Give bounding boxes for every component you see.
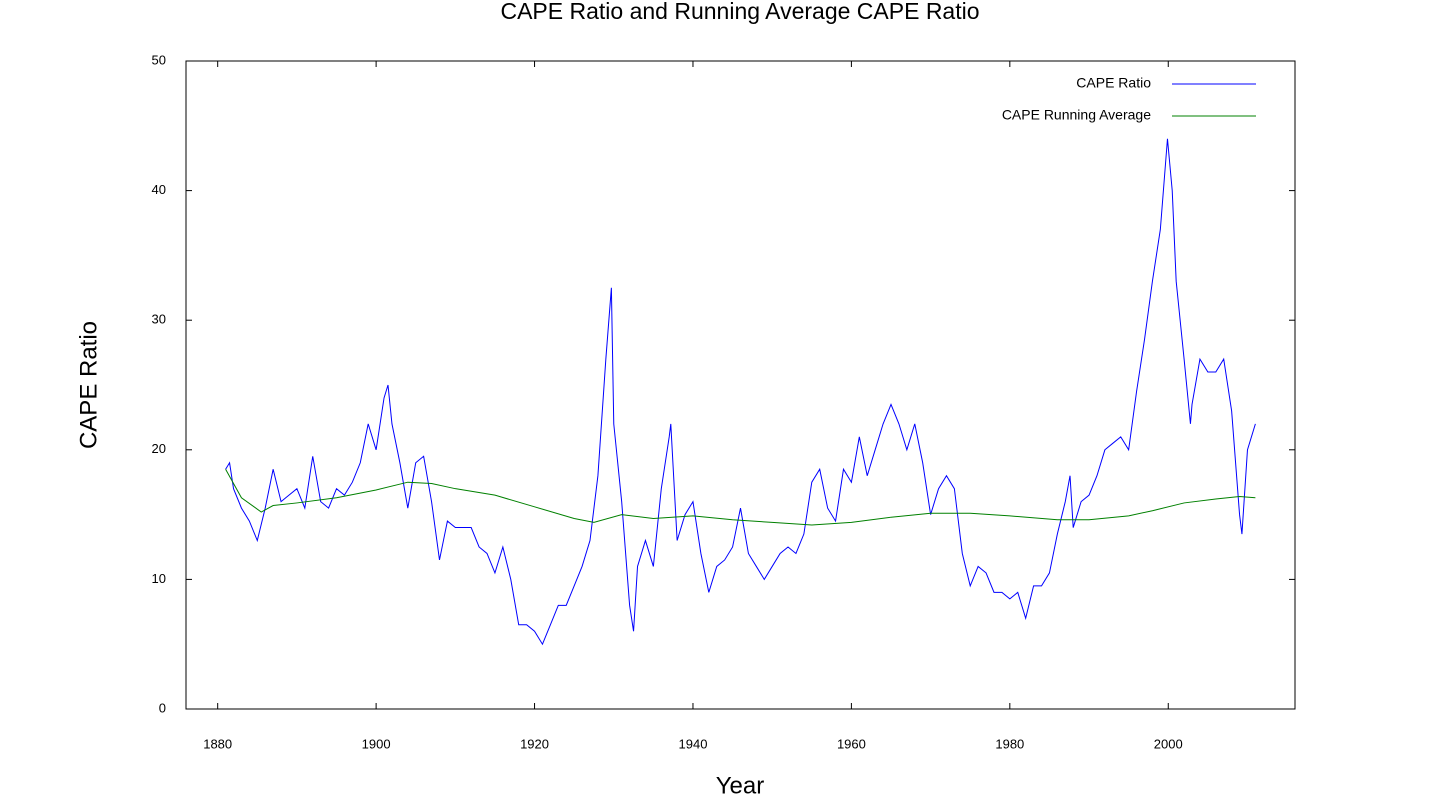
y-tick-label: 30 xyxy=(152,312,166,327)
x-tick-label: 1940 xyxy=(679,736,708,751)
chart-title: CAPE Ratio and Running Average CAPE Rati… xyxy=(500,0,979,24)
y-tick-label: 10 xyxy=(152,571,166,586)
plot-frame xyxy=(185,60,1296,710)
series-line xyxy=(225,468,1256,526)
y-tick-label: 50 xyxy=(152,52,166,67)
x-tick-label: 1920 xyxy=(520,736,549,751)
x-tick-label: 1980 xyxy=(995,736,1024,751)
legend-label: CAPE Ratio xyxy=(1076,75,1151,91)
x-tick-label: 1960 xyxy=(837,736,866,751)
x-tick-label: 1900 xyxy=(362,736,391,751)
x-axis-label: Year xyxy=(716,772,765,798)
series-line xyxy=(225,138,1256,646)
y-tick-label: 0 xyxy=(159,700,166,715)
x-tick-label: 1880 xyxy=(203,736,232,751)
y-axis-label: CAPE Ratio xyxy=(75,321,102,449)
y-tick-label: 40 xyxy=(152,182,166,197)
legend-label: CAPE Running Average xyxy=(1002,107,1151,123)
x-tick-label: 2000 xyxy=(1154,736,1183,751)
y-tick-label: 20 xyxy=(152,441,166,456)
